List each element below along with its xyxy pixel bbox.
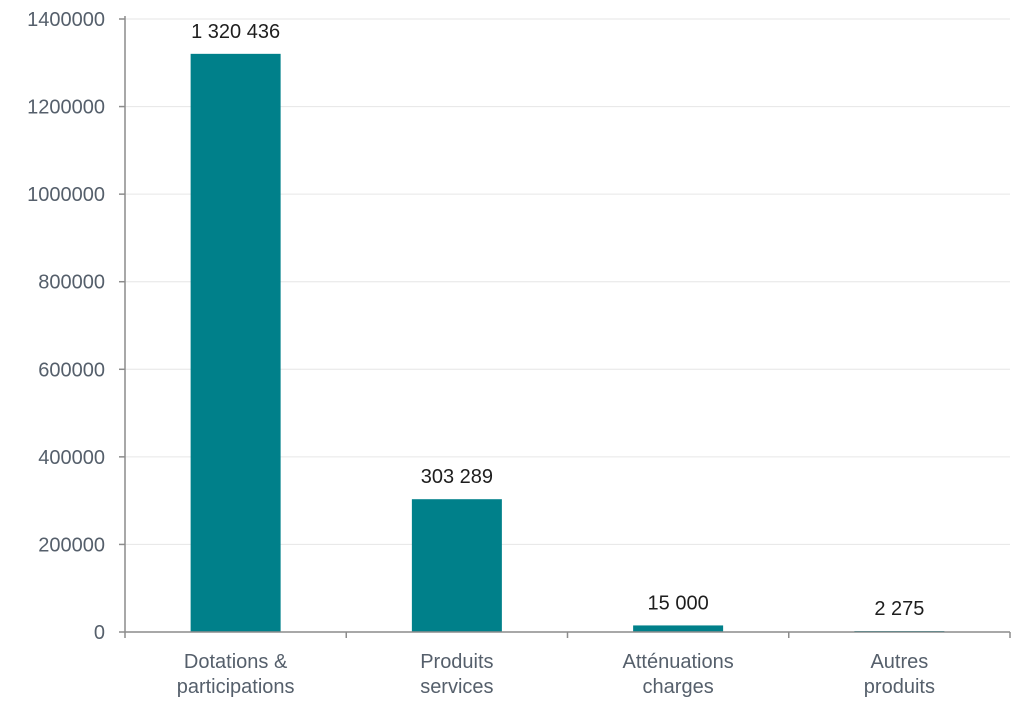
axes [119,16,1011,638]
x-category-label: Produits [420,651,493,673]
bars [190,53,945,633]
x-category-label: produits [864,676,935,698]
bar [190,53,281,633]
x-category-label: charges [643,676,714,698]
x-category-label: Dotations & [184,651,288,673]
data-label: 2 275 [874,598,924,620]
y-tick-label: 400000 [38,447,105,469]
data-label: 1 320 436 [191,21,280,43]
y-tick-label: 1200000 [27,97,105,119]
x-category-label: Autres [870,651,928,673]
y-tick-label: 1400000 [27,9,105,31]
bar [411,499,502,632]
y-tick-label: 1000000 [27,184,105,206]
data-label: 15 000 [648,592,709,614]
y-tick-label: 600000 [38,359,105,381]
x-category-label: participations [177,676,295,698]
x-category-label: Atténuations [623,651,734,673]
y-tick-label: 800000 [38,272,105,294]
x-category-label: services [420,676,493,698]
data-label: 303 289 [421,466,493,488]
y-tick-label: 200000 [38,534,105,556]
y-tick-label: 0 [94,622,105,644]
labels: 0 200000 400000 600000 800000 1000000 1200000 1… [27,9,935,698]
bar [633,625,724,632]
